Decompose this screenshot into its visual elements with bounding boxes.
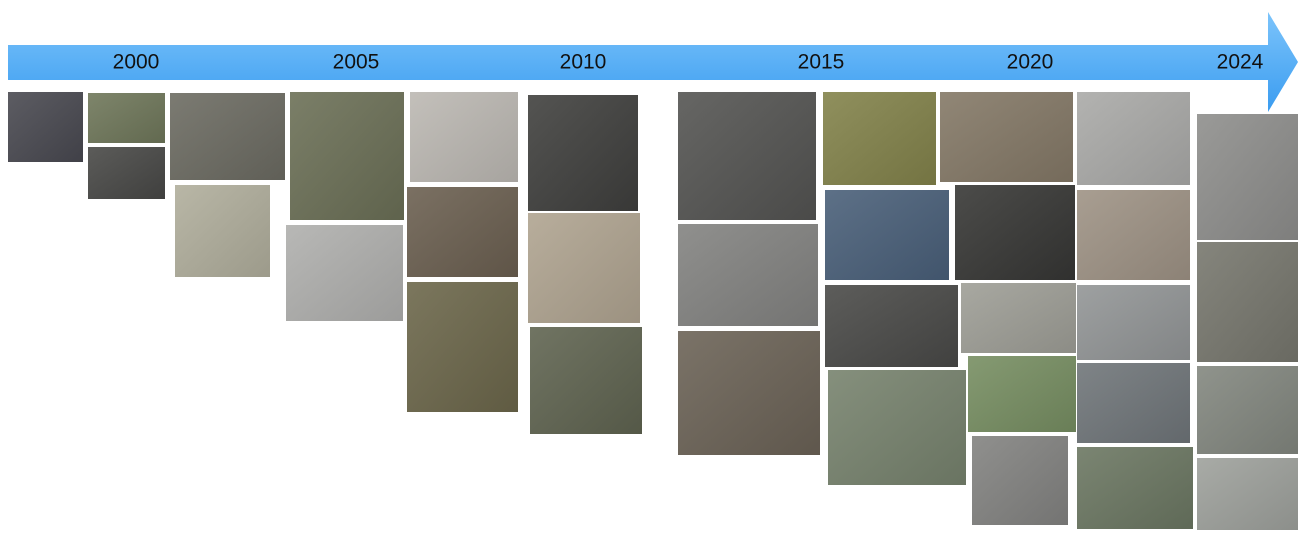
robot-photo-shade [528,95,638,211]
robot-photo-shade [88,147,165,199]
timeline-figure: 2000 2005 2010 2015 2020 2024 [0,0,1298,535]
robot-photo-shade [940,92,1073,182]
robot-photo-shade [88,93,165,143]
robot-photo-shade [955,185,1075,280]
robot-photo-shade [407,282,518,412]
robot-photo-shade [968,356,1076,432]
robot-photo-shade [1077,190,1190,280]
robot-photo-shade [407,187,518,277]
year-label: 2024 [1217,51,1264,74]
robot-photo-shade [530,327,642,434]
robot-photo-shade [825,190,949,280]
robot-photo-shade [1197,242,1298,362]
robot-photo-shade [1197,458,1298,530]
robot-photo-shade [1077,285,1190,360]
robot-photo-shade [678,331,820,455]
robot-photo-shade [972,436,1068,525]
robot-photo-shade [1197,366,1298,454]
robot-photo-shade [823,92,936,185]
robot-photo-shade [1197,114,1298,240]
year-label: 2005 [333,51,380,74]
robot-photo-shade [1077,363,1190,443]
robot-photo-shade [1077,92,1190,185]
robot-photo-shade [286,225,403,321]
year-label: 2020 [1007,51,1054,74]
photo-group [8,92,1298,530]
robot-photo-shade [825,285,958,367]
robot-photo-shade [961,283,1076,353]
robot-photo-shade [410,92,518,182]
robot-photo-shade [175,185,270,277]
robot-photo-shade [170,93,285,180]
robot-photo-shade [678,224,818,326]
robot-photo-shade [290,92,404,220]
year-label: 2000 [113,51,160,74]
robot-photo-shade [8,92,83,162]
robot-photo-shade [1077,447,1193,529]
year-label: 2015 [798,51,845,74]
year-label: 2010 [560,51,607,74]
robot-photo-shade [678,92,816,220]
robot-photo-shade [528,213,640,323]
robot-photo-shade [828,370,966,485]
